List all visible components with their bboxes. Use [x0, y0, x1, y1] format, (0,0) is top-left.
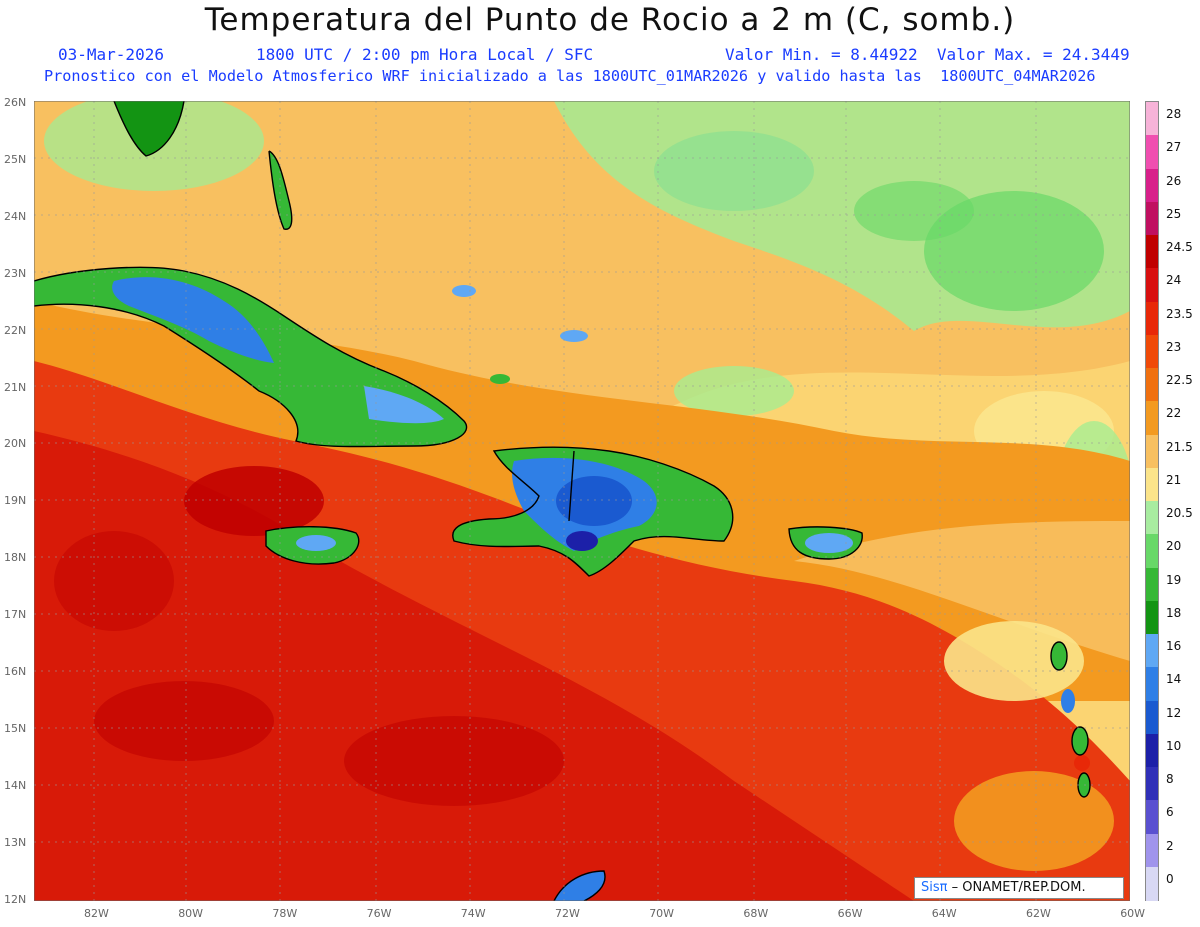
colorbar-label: 21: [1166, 472, 1182, 487]
colorbar-segment: [1146, 767, 1158, 801]
lat-label: 22N: [4, 323, 27, 337]
lat-label: 17N: [4, 608, 27, 622]
colorbar: [1145, 101, 1159, 901]
map-title: Temperatura del Punto de Rocio a 2 m (C,…: [204, 2, 1016, 38]
colorbar-segment: [1146, 201, 1158, 236]
dewpoint-map: [34, 101, 1130, 901]
colorbar-segment: [1146, 235, 1158, 269]
colorbar-label: 23.5: [1166, 306, 1193, 321]
colorbar-label: 10: [1166, 738, 1182, 753]
colorbar-label: 23: [1166, 339, 1182, 354]
colorbar-segment: [1146, 268, 1158, 302]
lat-label: 13N: [4, 835, 27, 849]
lat-label: 12N: [4, 892, 27, 906]
lat-label: 18N: [4, 551, 27, 565]
lon-label: 70W: [649, 907, 675, 920]
min-max-values: Valor Min. = 8.44922 Valor Max. = 24.344…: [725, 45, 1130, 64]
lon-label: 78W: [272, 907, 298, 920]
colorbar-label: 22: [1166, 406, 1182, 421]
colorbar-segment: [1146, 102, 1158, 136]
colorbar-label: 19: [1166, 572, 1182, 587]
lat-label: 14N: [4, 778, 27, 792]
colorbar-label: 18: [1166, 605, 1182, 620]
colorbar-segment: [1146, 733, 1158, 768]
colorbar-label: 26: [1166, 173, 1182, 188]
colorbar-segment: [1146, 434, 1158, 469]
colorbar-label: 12: [1166, 705, 1182, 720]
lon-label: 72W: [555, 907, 580, 920]
colorbar-label: 0: [1166, 871, 1174, 886]
lat-label: 20N: [4, 437, 27, 451]
colorbar-segment: [1146, 534, 1158, 568]
colorbar-segment: [1146, 667, 1158, 701]
lat-label: 19N: [4, 494, 27, 508]
colorbar-segment: [1146, 501, 1158, 535]
colorbar-label: 20.5: [1166, 506, 1193, 520]
lat-label: 25N: [4, 152, 27, 166]
lon-label: 60W: [1120, 907, 1146, 920]
lat-label: 21N: [4, 380, 27, 394]
colorbar-segment: [1146, 368, 1158, 402]
colorbar-label: 8: [1166, 772, 1174, 786]
forecast-date: 03-Mar-2026: [58, 45, 164, 64]
credit-box: Sisπ – ONAMET/REP.DOM.: [914, 877, 1124, 899]
colorbar-label: 22.5: [1166, 373, 1193, 387]
colorbar-segment: [1146, 301, 1158, 336]
colorbar-segment: [1146, 634, 1158, 668]
colorbar-segment: [1146, 334, 1158, 369]
colorbar-label: 6: [1166, 805, 1174, 820]
colorbar-label: 24: [1166, 273, 1182, 288]
colorbar-segment: [1146, 135, 1158, 169]
lat-label: 26N: [4, 96, 27, 109]
colorbar-label: 25: [1166, 206, 1182, 221]
forecast-time: 1800 UTC / 2:00 pm Hora Local / SFC: [256, 45, 594, 64]
sispi-logo: Sisπ: [921, 880, 948, 895]
lon-label: 76W: [366, 907, 392, 920]
lon-label: 62W: [1026, 907, 1051, 920]
lon-label: 68W: [743, 907, 769, 920]
lat-label: 15N: [4, 721, 27, 735]
colorbar-segment: [1146, 800, 1158, 834]
colorbar-label: 27: [1166, 140, 1182, 155]
model-info: Pronostico con el Modelo Atmosferico WRF…: [44, 67, 1096, 85]
colorbar-label: 21.5: [1166, 439, 1193, 454]
lon-label: 66W: [837, 907, 863, 920]
lat-label: 24N: [4, 209, 27, 223]
lon-label: 82W: [84, 907, 109, 920]
lon-label: 74W: [460, 907, 486, 920]
colorbar-segment: [1146, 600, 1158, 635]
colorbar-label: 24.5: [1166, 240, 1193, 254]
colorbar-label: 14: [1166, 672, 1182, 687]
colorbar-label: 20: [1166, 539, 1182, 554]
colorbar-label: 28: [1166, 107, 1182, 121]
lat-label: 23N: [4, 266, 27, 280]
colorbar-segment: [1146, 866, 1158, 901]
colorbar-segment: [1146, 467, 1158, 502]
lon-label: 64W: [931, 907, 957, 920]
lat-label: 16N: [4, 665, 27, 678]
lon-label: 80W: [178, 907, 204, 920]
colorbar-label: 2: [1166, 838, 1174, 853]
colorbar-segment: [1146, 833, 1158, 868]
credit-text: – ONAMET/REP.DOM.: [951, 880, 1086, 895]
colorbar-segment: [1146, 401, 1158, 435]
colorbar-segment: [1146, 168, 1158, 203]
colorbar-segment: [1146, 700, 1158, 735]
colorbar-label: 16: [1166, 639, 1182, 653]
colorbar-segment: [1146, 567, 1158, 602]
